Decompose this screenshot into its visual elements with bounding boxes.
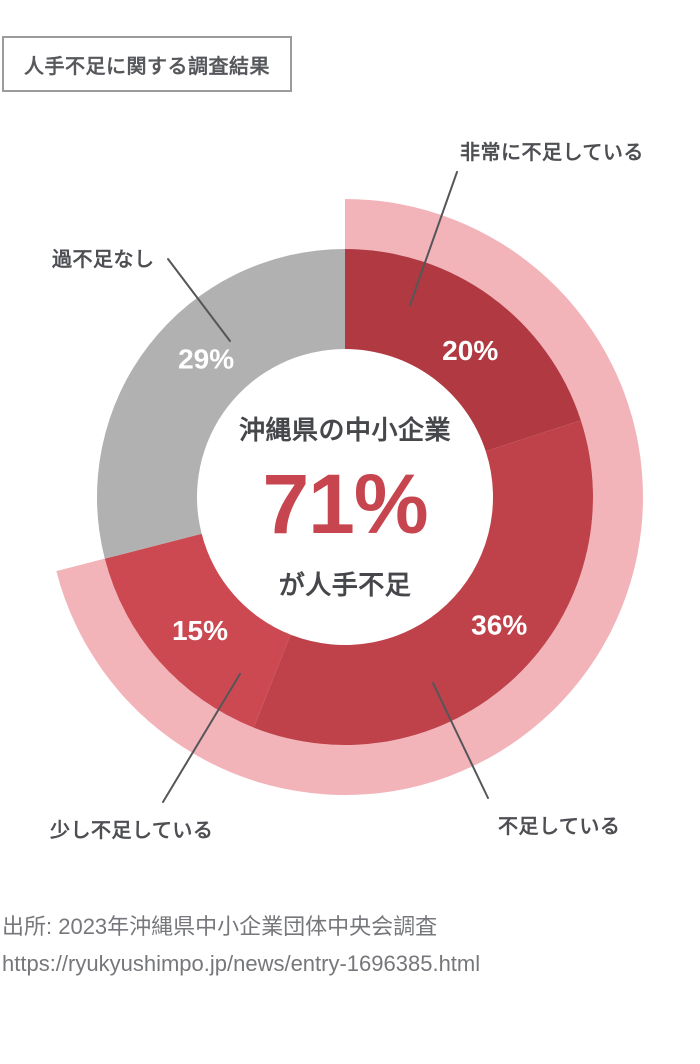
callout-label-slightly-short: 少し不足している [50,820,214,842]
center-caption-top: 沖縄県の中小企業 [238,415,452,445]
leader-line-no-shortage [167,258,231,342]
pie-segments [96,249,593,745]
pie-segment-2 [104,533,291,728]
source-url: https://ryukyushimpo.jp/news/entry-16963… [2,951,481,976]
pie-segment-3 [96,249,346,559]
percent-label-3: 29% [178,343,234,374]
center-value: 71% [262,457,428,551]
percent-label-2: 15% [172,615,228,646]
callout-label-very-short: 非常に不足している [460,142,644,164]
center-caption-bottom: が人手不足 [278,570,412,600]
percent-labels: 20% 36% 15% 29% [172,335,527,646]
leader-line-very-short [409,171,458,306]
pie-segment-1 [253,420,593,745]
percent-label-1: 36% [471,609,527,640]
source-line: 出所: 2023年沖縄県中小企業団体中央会調査 [2,914,438,939]
pie-segment-0 [345,249,581,452]
leader-line-slightly-short [162,673,241,803]
page-title: 人手不足に関する調査結果 [24,55,270,78]
leader-lines [162,171,489,803]
leader-line-short [432,682,489,799]
callout-label-short: 不足している [498,816,621,838]
callout-label-no-shortage: 過不足なし [52,249,155,271]
donut-chart: 20% 36% 15% 29% [56,171,643,803]
source-note: 出所: 2023年沖縄県中小企業団体中央会調査 https://ryukyush… [2,908,480,982]
title-box: 人手不足に関する調査結果 [2,36,292,92]
percent-label-0: 20% [442,335,498,366]
